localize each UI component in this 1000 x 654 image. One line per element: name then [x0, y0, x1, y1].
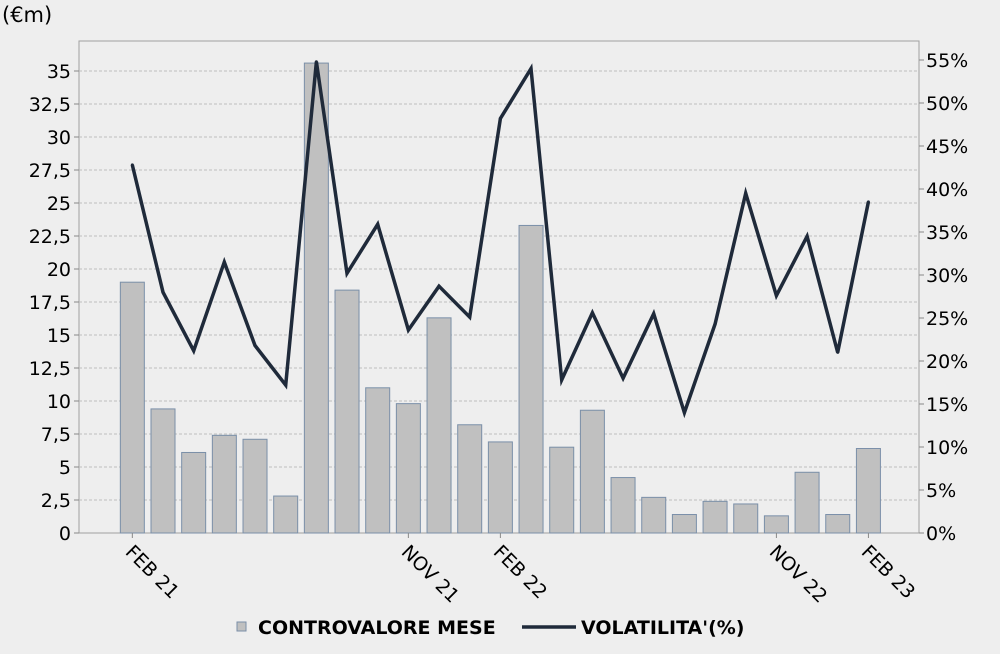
y-right-tick-label: 45% — [926, 136, 968, 158]
y-left-tick-label: 32,5 — [29, 94, 71, 116]
y-right-tick-label: 10% — [926, 437, 968, 459]
line-point — [590, 311, 594, 315]
legend-bar-label: CONTROVALORE MESE — [258, 617, 496, 639]
bar — [181, 451, 207, 534]
line-point — [314, 60, 318, 64]
y-right-tick-label: 20% — [926, 351, 968, 373]
bar — [763, 515, 789, 534]
line-point — [713, 322, 717, 326]
line-point — [437, 284, 441, 288]
legend-line-label: VOLATILITA'(%) — [581, 617, 744, 639]
y-left-tick-label: 17,5 — [29, 292, 71, 314]
line-point — [130, 163, 134, 167]
y-right-tick-label: 15% — [926, 394, 968, 416]
line-point — [621, 376, 625, 380]
y-right-tick-label: 5% — [926, 480, 956, 502]
bar — [119, 281, 145, 534]
y-left-tick-label: 10 — [47, 391, 71, 413]
unit-label: (€m) — [2, 3, 52, 27]
y-right-tick-label: 25% — [926, 308, 968, 330]
line-point — [805, 234, 809, 238]
y-left-tick-label: 12,5 — [29, 358, 71, 380]
bar — [549, 446, 575, 534]
line-point — [345, 271, 349, 275]
y-left-tick-label: 27,5 — [29, 160, 71, 182]
bar — [794, 471, 820, 534]
line-point — [866, 200, 870, 204]
bar — [487, 441, 513, 534]
line-point — [498, 116, 502, 120]
y-right-tick-label: 0% — [926, 523, 956, 545]
bar — [457, 424, 483, 534]
gridlines — [79, 70, 919, 501]
line-series — [130, 60, 871, 419]
bar — [733, 503, 759, 534]
bar — [518, 224, 544, 534]
legend-bar-swatch — [236, 621, 247, 632]
y-left-tick-label: 15 — [47, 325, 71, 347]
y-left-tick-label: 20 — [47, 259, 71, 281]
legend: CONTROVALORE MESE VOLATILITA'(%) — [236, 617, 744, 639]
y-right-tick-label: 30% — [926, 265, 968, 287]
y-left-tick-label: 35 — [47, 61, 71, 83]
line-point — [284, 383, 288, 387]
bar — [150, 408, 176, 534]
bar — [641, 496, 667, 534]
y-right-tick-label: 50% — [926, 93, 968, 115]
y-axis-right: 0% 5% 10% 15% 20% 25% 30% 35% 40% 45% 50% 55% — [919, 50, 968, 545]
bar — [395, 403, 421, 534]
bar — [855, 448, 881, 534]
line-point — [376, 222, 380, 226]
y-left-tick-label: 0 — [59, 523, 71, 545]
bar — [426, 317, 452, 534]
line-point — [192, 349, 196, 353]
line-point — [253, 344, 257, 348]
bar — [702, 500, 728, 534]
x-axis: FEB 21 NOV 21 FEB 22 NOV 22 FEB 23 — [121, 533, 919, 607]
y-left-tick-label: 7,5 — [41, 424, 71, 446]
bar-series — [119, 62, 881, 534]
bar — [671, 514, 697, 534]
line-point — [529, 67, 533, 71]
bar — [610, 477, 636, 534]
line-point — [161, 290, 165, 294]
line-point — [222, 260, 226, 264]
y-axis-left: 0 2,5 5 7,5 10 12,5 15 17,5 20 22,5 25 27,5 30 32,5 35 — [29, 61, 79, 545]
x-tick-label: NOV 21 — [397, 541, 464, 608]
bar — [825, 514, 851, 534]
line-point — [652, 312, 656, 316]
y-left-tick-label: 2,5 — [41, 490, 71, 512]
x-tick-label: NOV 22 — [765, 541, 832, 608]
x-tick-label: FEB 22 — [489, 541, 551, 603]
x-tick-label: FEB 21 — [121, 541, 183, 603]
x-tick-label: FEB 23 — [857, 541, 919, 603]
line-point — [406, 328, 410, 332]
y-right-tick-label: 40% — [926, 179, 968, 201]
line-point — [468, 315, 472, 319]
y-right-tick-label: 55% — [926, 50, 968, 72]
bar — [334, 289, 360, 534]
y-left-tick-label: 30 — [47, 127, 71, 149]
bar — [365, 387, 391, 534]
line-point — [836, 350, 840, 354]
bar — [211, 434, 237, 534]
y-left-tick-label: 22,5 — [29, 226, 71, 248]
bar — [579, 409, 605, 534]
line-point — [682, 411, 686, 415]
bar — [273, 495, 299, 534]
line-point — [774, 294, 778, 298]
y-left-tick-label: 5 — [59, 457, 71, 479]
line-point — [560, 378, 564, 382]
line-point — [744, 191, 748, 195]
y-right-tick-label: 35% — [926, 222, 968, 244]
bar — [242, 438, 268, 534]
y-left-tick-label: 25 — [47, 193, 71, 215]
